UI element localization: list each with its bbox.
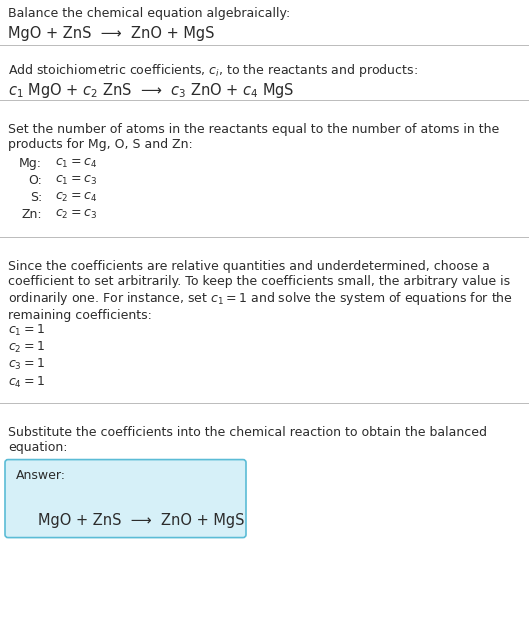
Text: $c_1 = c_3$: $c_1 = c_3$ bbox=[55, 174, 97, 187]
Text: Add stoichiometric coefficients, $c_i$, to the reactants and products:: Add stoichiometric coefficients, $c_i$, … bbox=[8, 62, 418, 79]
Text: $c_2 = c_3$: $c_2 = c_3$ bbox=[55, 208, 97, 221]
Text: Zn:: Zn: bbox=[21, 208, 42, 221]
FancyBboxPatch shape bbox=[5, 460, 246, 538]
Text: Set the number of atoms in the reactants equal to the number of atoms in the
pro: Set the number of atoms in the reactants… bbox=[8, 123, 499, 151]
Text: $c_2 = c_4$: $c_2 = c_4$ bbox=[55, 191, 97, 204]
Text: $c_4 = 1$: $c_4 = 1$ bbox=[8, 374, 45, 389]
Text: Substitute the coefficients into the chemical reaction to obtain the balanced
eq: Substitute the coefficients into the che… bbox=[8, 426, 487, 454]
Text: O:: O: bbox=[28, 174, 42, 187]
Text: $c_1$ MgO + $c_2$ ZnS  ⟶  $c_3$ ZnO + $c_4$ MgS: $c_1$ MgO + $c_2$ ZnS ⟶ $c_3$ ZnO + $c_4… bbox=[8, 81, 295, 100]
Text: $c_1 = c_4$: $c_1 = c_4$ bbox=[55, 157, 97, 170]
Text: Answer:: Answer: bbox=[16, 468, 66, 482]
Text: S:: S: bbox=[30, 191, 42, 204]
Text: $c_2 = 1$: $c_2 = 1$ bbox=[8, 340, 45, 355]
Text: $c_1 = 1$: $c_1 = 1$ bbox=[8, 323, 45, 338]
Text: Mg:: Mg: bbox=[19, 157, 42, 170]
Text: $c_3 = 1$: $c_3 = 1$ bbox=[8, 358, 45, 373]
Text: Balance the chemical equation algebraically:: Balance the chemical equation algebraica… bbox=[8, 7, 290, 20]
Text: Since the coefficients are relative quantities and underdetermined, choose a
coe: Since the coefficients are relative quan… bbox=[8, 260, 513, 323]
Text: MgO + ZnS  ⟶  ZnO + MgS: MgO + ZnS ⟶ ZnO + MgS bbox=[38, 513, 244, 528]
Text: MgO + ZnS  ⟶  ZnO + MgS: MgO + ZnS ⟶ ZnO + MgS bbox=[8, 26, 214, 41]
